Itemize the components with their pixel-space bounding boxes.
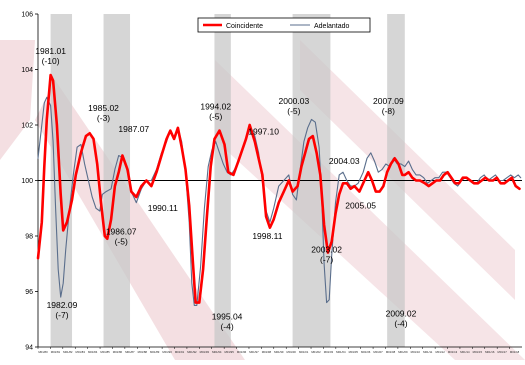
annotation-line: 1982.09 — [47, 300, 78, 310]
x-tick-label: M01/88 — [138, 350, 148, 354]
annotation-line: (-4) — [394, 318, 407, 328]
annotation-line: (-5) — [209, 112, 222, 122]
annotation-line: 2009.02 — [386, 308, 417, 318]
legend-label-coincidente: Coincidente — [226, 23, 263, 30]
x-tick-label: M01/02 — [311, 350, 321, 354]
x-tick-label: M01/08 — [386, 350, 396, 354]
y-tick-label: 106 — [21, 12, 33, 19]
x-tick-label: M01/96 — [237, 350, 247, 354]
annotation-label: 2000.03 (-5) — [278, 96, 309, 116]
annotation-line: 2005.05 — [345, 200, 376, 210]
x-tick-label: M01/06 — [361, 350, 371, 354]
annotation-line: (-8) — [382, 106, 395, 116]
x-tick-label: M01/00 — [287, 350, 297, 354]
annotation-line: (-4) — [220, 321, 233, 331]
y-tick-label: 100 — [21, 178, 33, 185]
x-tick-label: M01/05 — [349, 350, 359, 354]
annotation-line: 1990.11 — [148, 203, 178, 213]
annotation-label: 1981.01 (-10) — [35, 46, 66, 66]
annotation-label: 1995.04 (-4) — [212, 311, 243, 331]
annotation-label: 1997.10 — [248, 127, 279, 137]
x-tick-label: M01/99 — [274, 350, 284, 354]
y-tick-label: 98 — [25, 234, 33, 241]
x-tick-label: M01/01 — [299, 350, 309, 354]
annotation-label: 1990.11 — [148, 203, 178, 213]
annotation-label: 1985.02 (-3) — [88, 103, 119, 123]
y-tick-label: 94 — [25, 345, 33, 352]
annotation-line: 1995.04 — [212, 311, 243, 321]
annotation-label: 1987.07 — [118, 124, 149, 134]
x-tick-label: M01/97 — [249, 350, 259, 354]
x-tick-label: M01/16 — [485, 350, 495, 354]
annotation-line: 1998.11 — [252, 231, 282, 241]
x-tick-label: M01/85 — [100, 350, 110, 354]
x-tick-label: M01/15 — [473, 350, 483, 354]
annotation-line: 1985.02 — [88, 103, 119, 113]
annotation-label: 2007.09 (-8) — [373, 96, 404, 116]
x-tick-label: M01/94 — [212, 350, 222, 354]
annotation-line: (-10) — [42, 56, 60, 66]
annotation-label: 1982.09 (-7) — [47, 300, 78, 320]
annotation-line: 2007.09 — [373, 96, 404, 106]
x-tick-label: M01/83 — [76, 350, 86, 354]
x-tick-label: M01/91 — [175, 350, 185, 354]
annotation-line: 1987.07 — [118, 124, 149, 134]
x-tick-label: M01/80 — [38, 350, 48, 354]
x-tick-label: M01/07 — [373, 350, 383, 354]
background-watermark — [0, 40, 525, 360]
annotation-label: 2003.02 (-7) — [311, 245, 342, 265]
x-tick-label: M01/95 — [224, 350, 234, 354]
series-lines — [36, 73, 522, 306]
x-tick-label: M01/93 — [200, 350, 210, 354]
x-tick-label: M01/90 — [162, 350, 172, 354]
annotation-line: (-7) — [55, 310, 68, 320]
annotation-line: (-3) — [97, 113, 110, 123]
x-tick-label: M01/12 — [435, 350, 445, 354]
series-line-adelantado — [37, 96, 522, 306]
x-tick-label: M01/84 — [88, 350, 98, 354]
annotation-line: 2000.03 — [278, 96, 309, 106]
x-tick-label: M01/17 — [498, 350, 508, 354]
annotation-line: 2004.03 — [329, 156, 360, 166]
x-tick-label: M01/09 — [398, 350, 408, 354]
annotation-label: 1998.11 — [252, 231, 282, 241]
annotation-line: 2003.02 — [311, 245, 342, 255]
x-tick-label: M01/10 — [411, 350, 421, 354]
x-tick-label: M01/86 — [113, 350, 123, 354]
x-tick-label: M01/03 — [324, 350, 334, 354]
x-tick-label: M01/87 — [125, 350, 135, 354]
y-tick-label: 96 — [25, 289, 33, 296]
y-tick-label: 102 — [21, 123, 33, 130]
x-tick-label: M01/89 — [150, 350, 160, 354]
x-tick-label: M01/82 — [63, 350, 73, 354]
annotation-line: (-7) — [320, 255, 333, 265]
annotation-line: 1997.10 — [248, 127, 279, 137]
legend: Coincidente Adelantado — [197, 17, 371, 33]
annotation-line: (-5) — [115, 237, 128, 247]
x-tick-label: M01/04 — [336, 350, 346, 354]
annotation-label: 2009.02 (-4) — [386, 308, 417, 328]
x-tick-label: M01/98 — [262, 350, 272, 354]
x-tick-label: M01/18 — [510, 350, 520, 354]
series-line-coincidente — [36, 73, 521, 304]
x-tick-label: M01/81 — [51, 350, 61, 354]
y-tick-label: 104 — [21, 67, 33, 74]
annotation-label: 1994.02 (-5) — [200, 102, 231, 122]
legend-label-adelantado: Adelantado — [314, 23, 350, 30]
annotation-label: 2005.05 — [345, 200, 376, 210]
annotation-line: 1986.07 — [106, 227, 137, 237]
annotation-line: (-5) — [287, 106, 300, 116]
x-tick-label: M01/14 — [460, 350, 470, 354]
x-tick-label: M01/11 — [423, 350, 433, 354]
x-tick-label: M01/13 — [448, 350, 458, 354]
annotation-line: 1994.02 — [200, 102, 231, 112]
annotation-label: 2004.03 — [329, 156, 360, 166]
annotation-label: 1986.07 (-5) — [106, 227, 137, 247]
annotation-line: 1981.01 — [35, 46, 66, 56]
x-tick-label: M01/92 — [187, 350, 197, 354]
legend-box — [197, 17, 371, 33]
